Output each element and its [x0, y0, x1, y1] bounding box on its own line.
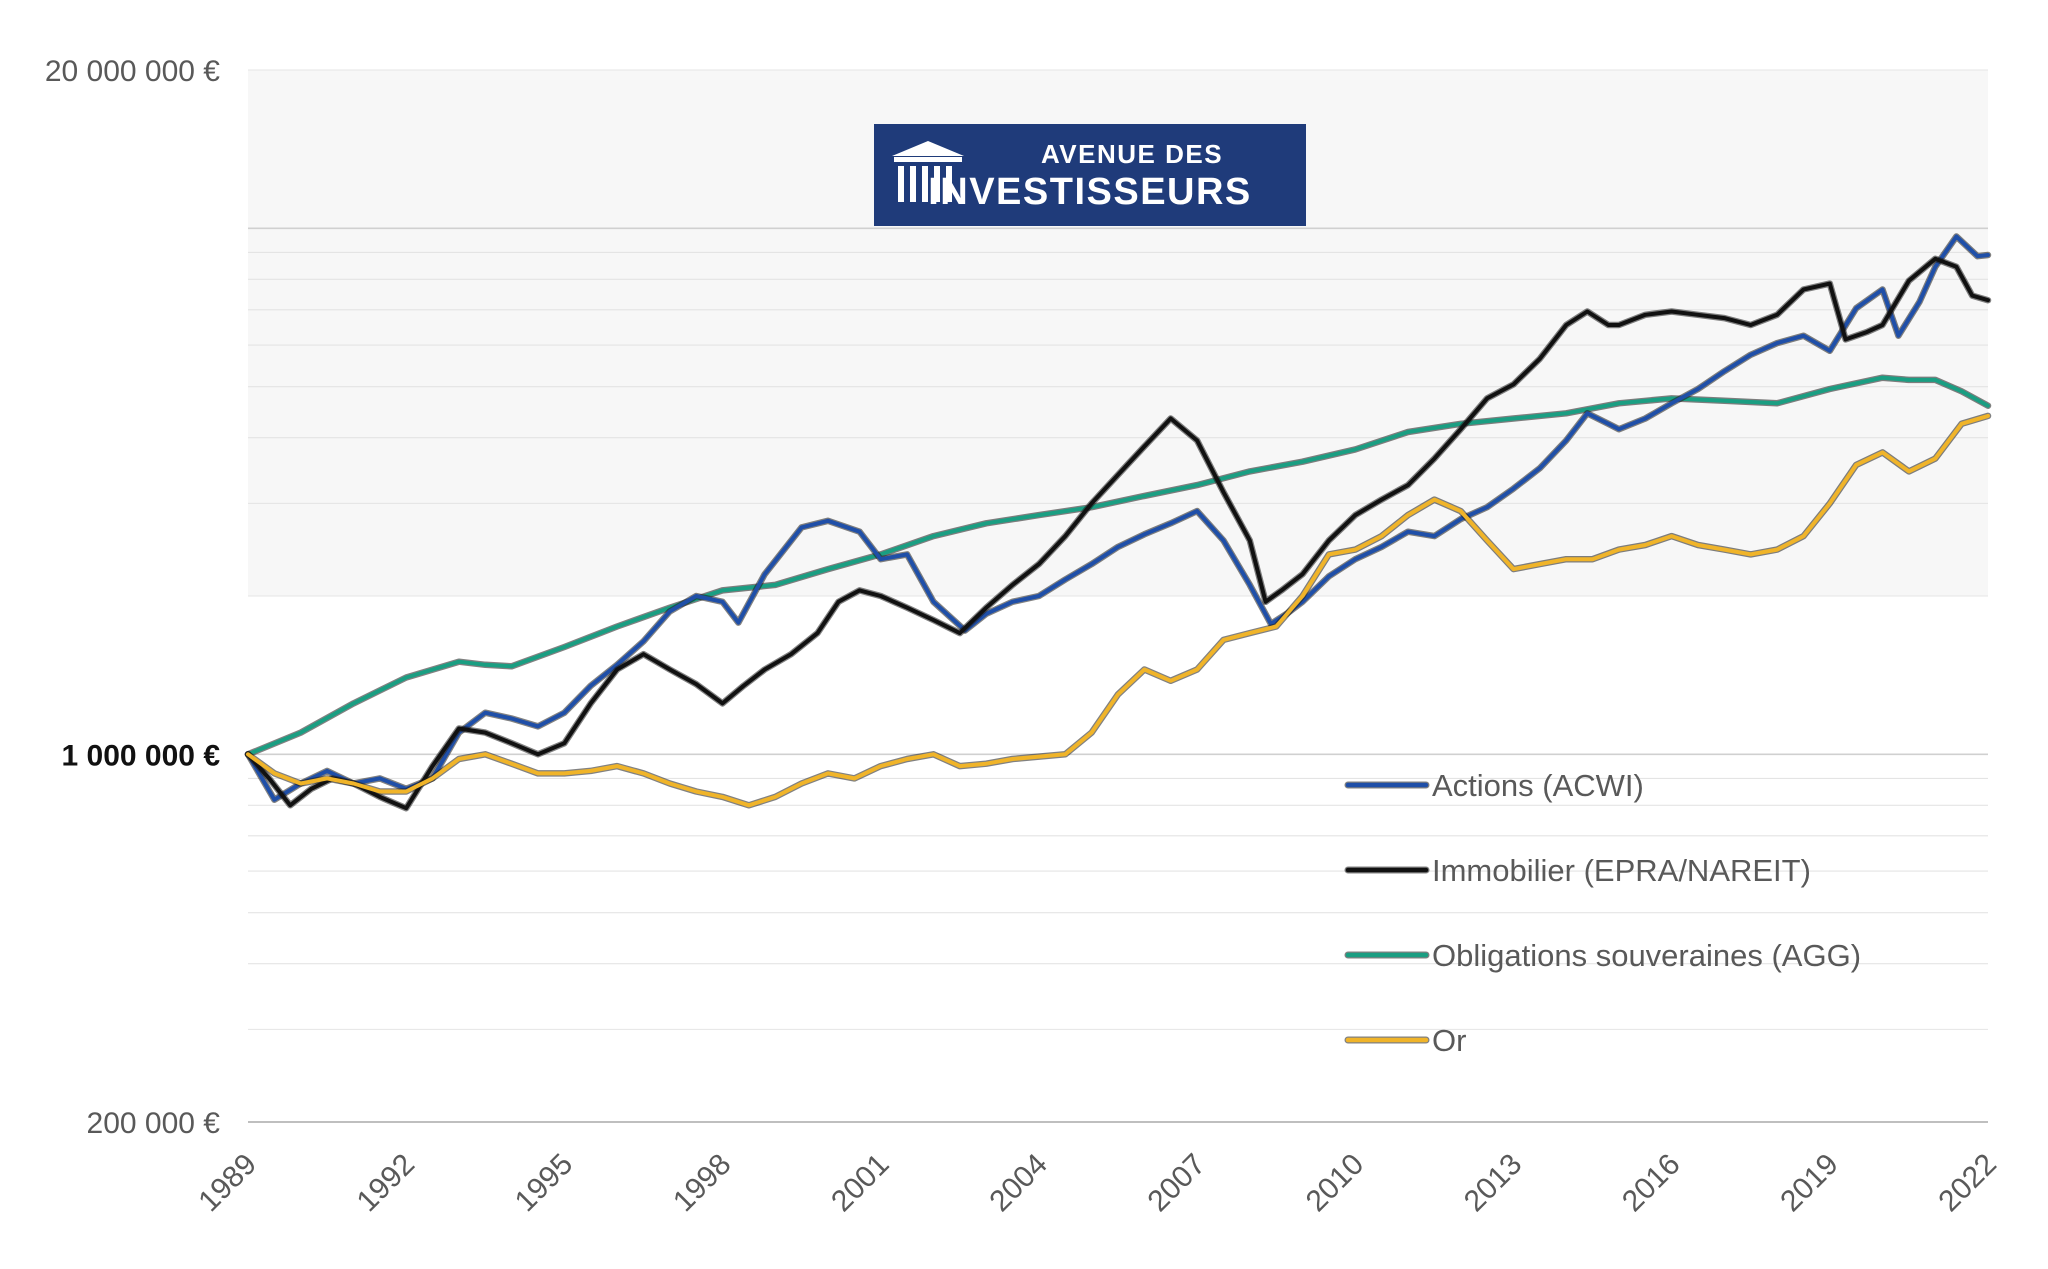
legend: Actions (ACWI) Immobilier (EPRA/NAREIT) Ob… — [1344, 768, 1861, 1058]
legend-label: Obligations souveraines (AGG) — [1432, 938, 1861, 973]
logo-line-1: AVENUE DES — [1041, 139, 1223, 169]
series-lines — [244, 233, 1992, 812]
legend-label: Actions (ACWI) — [1432, 768, 1644, 803]
logo: AVENUE DES INVESTISSEURS — [874, 124, 1306, 226]
legend-label: Immobilier (EPRA/NAREIT) — [1432, 853, 1811, 888]
y-tick-label: 200 000 € — [87, 1107, 221, 1140]
building-icon — [892, 141, 964, 202]
series-line — [246, 256, 1990, 811]
legend-label: Or — [1432, 1023, 1466, 1058]
series-line — [246, 375, 1990, 757]
y-tick-label: 1 000 000 € — [62, 739, 221, 772]
series-line — [246, 413, 1990, 808]
y-tick-label: 20 000 000 € — [45, 55, 220, 88]
series-line — [246, 234, 1990, 802]
logo-line-2: INVESTISSEURS — [928, 171, 1252, 213]
